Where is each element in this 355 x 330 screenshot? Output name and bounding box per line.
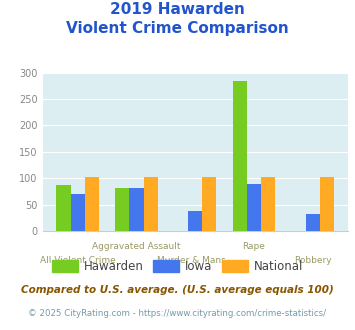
Text: All Violent Crime: All Violent Crime bbox=[40, 256, 115, 265]
Bar bbox=[71, 193, 85, 231]
Bar bbox=[261, 177, 275, 231]
Text: 2019 Hawarden: 2019 Hawarden bbox=[110, 2, 245, 16]
Bar bbox=[188, 211, 202, 231]
Text: Aggravated Assault: Aggravated Assault bbox=[92, 242, 181, 251]
Text: Rape: Rape bbox=[242, 242, 266, 251]
Bar bbox=[115, 188, 129, 231]
Text: Violent Crime Comparison: Violent Crime Comparison bbox=[66, 21, 289, 36]
Bar bbox=[143, 177, 158, 231]
Bar bbox=[247, 184, 261, 231]
Text: Murder & Mans...: Murder & Mans... bbox=[157, 256, 234, 265]
Bar bbox=[233, 81, 247, 231]
Bar bbox=[85, 177, 99, 231]
Text: © 2025 CityRating.com - https://www.cityrating.com/crime-statistics/: © 2025 CityRating.com - https://www.city… bbox=[28, 309, 327, 317]
Text: Compared to U.S. average. (U.S. average equals 100): Compared to U.S. average. (U.S. average … bbox=[21, 285, 334, 295]
Bar bbox=[56, 185, 71, 231]
Bar bbox=[129, 188, 143, 231]
Bar bbox=[306, 214, 320, 231]
Legend: Hawarden, Iowa, National: Hawarden, Iowa, National bbox=[47, 255, 308, 278]
Bar bbox=[202, 177, 217, 231]
Text: Robbery: Robbery bbox=[294, 256, 332, 265]
Bar bbox=[320, 177, 334, 231]
